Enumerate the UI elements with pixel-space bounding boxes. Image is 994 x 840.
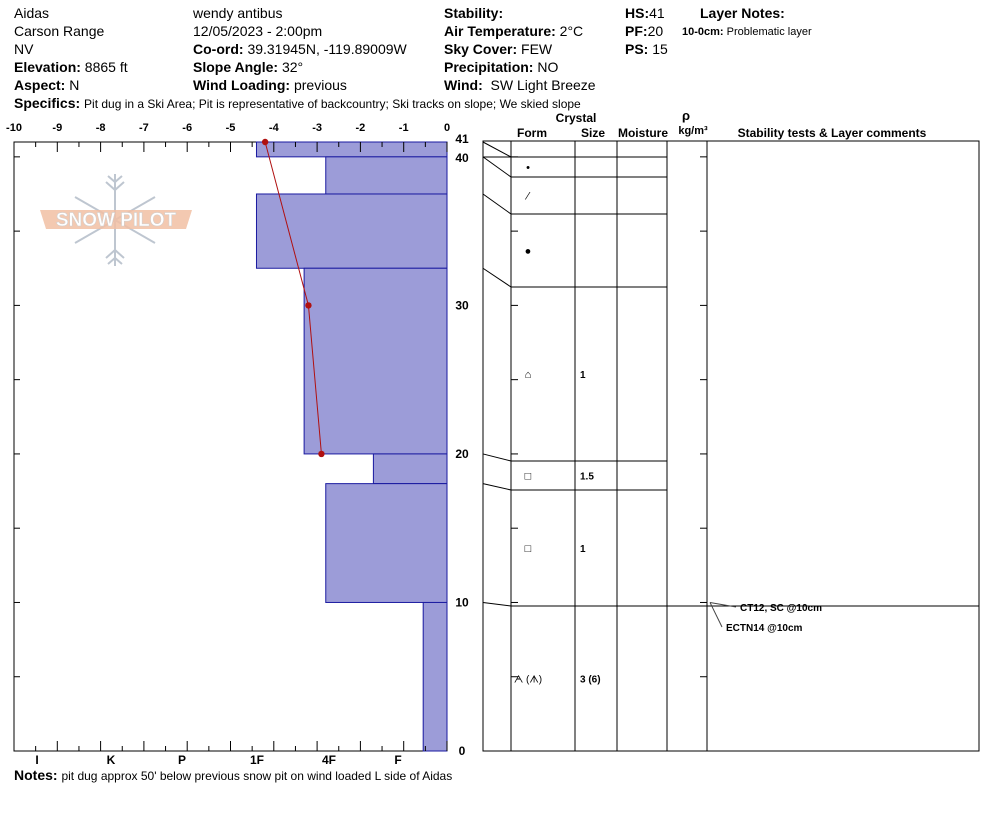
header-stability: Stability tests & Layer comments [738, 126, 927, 140]
logo-text: SNOW PILOT [56, 210, 177, 231]
hardness-tick-label-3: 1F [250, 753, 264, 767]
datetime: 12/05/2023 - 2:00pm [193, 23, 323, 39]
hardness-bar-3 [303, 267, 448, 455]
sky-cover: Sky Cover: FEW [444, 41, 553, 57]
hardness-bar-2 [255, 193, 448, 269]
observer: wendy antibus [193, 5, 283, 21]
hardness-bar-5 [325, 483, 448, 603]
slope-angle: Slope Angle: 32° [193, 59, 304, 75]
elevation: Elevation: 8865 ft [14, 59, 128, 75]
depth-tick-label-0: 41 [455, 132, 469, 146]
crystal-size-3: 1 [580, 370, 586, 381]
crystal-form-2: ● [525, 246, 532, 258]
depth-connector-2 [482, 193, 512, 215]
range: Carson Range [14, 23, 105, 39]
location: Aidas [14, 5, 50, 21]
crystal-form-0: • [526, 162, 530, 174]
layer-note: 10-0cm: Problematic layer [682, 26, 812, 38]
depth-connector-1 [482, 156, 512, 178]
depth-tick-label-5: 0 [459, 744, 466, 758]
stability-test-1: ECTN14 @10cm [726, 623, 803, 634]
hardness-tick-label-0: I [35, 753, 38, 767]
temp-tick-label-9: -1 [399, 122, 409, 134]
notes: Notes: pit dug approx 50' below previous… [14, 767, 453, 783]
depth-tick-label-4: 10 [455, 595, 469, 609]
crystal-form-4: □ [525, 471, 532, 483]
layer-notes-label: Layer Notes: [700, 5, 785, 21]
header-size: Size [581, 126, 605, 140]
precipitation: Precipitation: NO [444, 59, 559, 75]
hardness-tick-label-4: 4F [322, 753, 336, 767]
temp-tick-label-0: -10 [6, 122, 22, 134]
hardness-tick-label-2: P [178, 753, 186, 767]
header-rho: ρ [682, 108, 690, 123]
depth-connector-0 [482, 141, 512, 158]
temp-tick-label-1: -9 [52, 122, 62, 134]
wind: Wind: SW Light Breeze [444, 77, 596, 93]
depth-connector-4 [482, 453, 512, 462]
depth-tick-label-1: 40 [455, 151, 469, 165]
depth-connector-6 [482, 601, 512, 607]
hardness-tick-label-5: F [394, 753, 401, 767]
temp-tick-label-6: -4 [269, 122, 280, 134]
hardness-temperature-plot: -10 -9 -8 -7 -6 -5 -4 -3 -2 -1 0I K P 1F 4F F4140302010… [6, 122, 469, 767]
temp-tick-label-3: -7 [139, 122, 149, 134]
depth-connector-3 [482, 267, 512, 288]
stability-arrow-1 [709, 602, 723, 628]
hardness-bar-0 [255, 141, 448, 158]
state: NV [14, 41, 34, 57]
header-density-unit: kg/m³ [678, 125, 708, 137]
hardness-bar-4 [372, 453, 448, 485]
header-moisture: Moisture [618, 126, 668, 140]
snowpilot-logo: SNOW PILOT [40, 174, 192, 266]
temp-tick-label-10: 0 [444, 122, 450, 134]
stability-test-0: CT12, SC @10cm [740, 603, 822, 614]
ps: PS: 15 [625, 41, 668, 57]
pf: PF:20 [625, 23, 664, 39]
crystal-form-6: ᗅ (ᗑ) [514, 675, 542, 686]
hardness-tick-label-1: K [107, 753, 116, 767]
crystal-form-1: ⁄ [524, 191, 531, 203]
coordinates: Co-ord: 39.31945N, -119.89009W [193, 41, 407, 57]
hardness-bar-1 [325, 156, 448, 195]
specifics: Specifics: Pit dug in a Ski Area; Pit is… [14, 95, 581, 111]
hs: HS:41 [625, 5, 665, 21]
crystal-size-4: 1.5 [580, 472, 594, 483]
temperature-point-2 [318, 450, 325, 458]
temp-tick-label-5: -5 [226, 122, 236, 134]
stability: Stability: [444, 5, 504, 21]
depth-tick-label-2: 30 [455, 298, 469, 312]
wind-loading: Wind Loading: previous [193, 77, 347, 93]
temp-tick-label-4: -6 [182, 122, 192, 134]
temperature-point-1 [305, 302, 312, 309]
aspect: Aspect: N [14, 77, 80, 93]
temp-tick-label-2: -8 [96, 122, 106, 134]
crystal-form-5: □ [525, 543, 532, 555]
layer-table: Crystal Form Size Moisture ρ kg/m³ Stability t… [482, 108, 980, 752]
crystal-size-6: 3 (6) [580, 675, 601, 686]
temperature-point-0 [261, 138, 269, 146]
header-crystal: Crystal [556, 111, 597, 125]
table-frame [482, 140, 980, 752]
crystal-size-5: 1 [580, 544, 586, 555]
crystal-form-3: ⌂ [525, 369, 532, 381]
depth-connector-5 [482, 483, 512, 491]
depth-tick-label-3: 20 [455, 447, 469, 461]
air-temperature: Air Temperature: 2°C [444, 23, 584, 39]
temp-tick-label-7: -3 [312, 122, 322, 134]
hardness-bar-6 [422, 601, 448, 752]
temp-tick-label-8: -2 [356, 122, 366, 134]
header-form: Form [517, 126, 547, 140]
stability-arrow-0 [709, 601, 737, 608]
